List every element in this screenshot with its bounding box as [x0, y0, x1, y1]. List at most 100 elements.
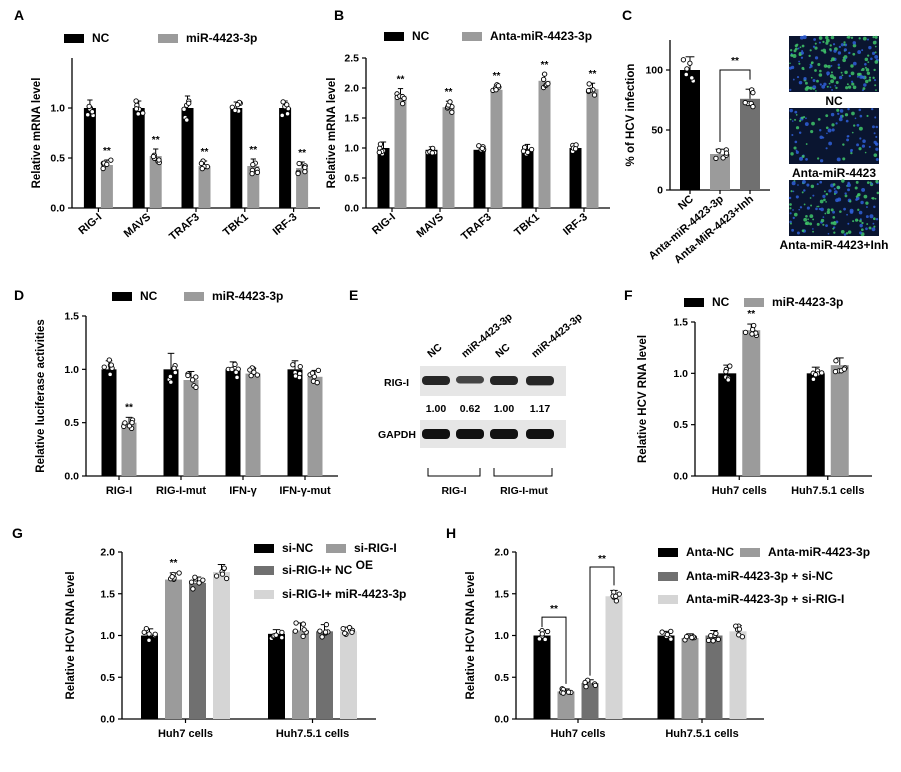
- cell-dot: [851, 131, 854, 134]
- data-point: [301, 627, 307, 633]
- data-point: [572, 146, 579, 152]
- cell-dot: [814, 56, 819, 60]
- cell-dot: [810, 184, 815, 189]
- cell-dot: [841, 179, 845, 183]
- bar: [183, 380, 199, 476]
- cell-dot: [799, 206, 803, 209]
- cell-dot: [838, 75, 843, 80]
- x-tick-label: RIG-I-mut: [156, 485, 206, 497]
- cell-dot: [825, 35, 829, 40]
- cell-dot: [803, 217, 808, 222]
- data-point: [279, 112, 285, 118]
- cell-dot: [818, 73, 823, 77]
- cell-dot: [825, 224, 828, 228]
- y-tick-label: 1.0: [344, 143, 359, 155]
- legend-swatch: [326, 544, 346, 553]
- significance-bracket: [589, 566, 615, 676]
- cell-dot: [856, 123, 860, 127]
- data-point: [349, 629, 355, 635]
- cell-dot: [794, 110, 798, 114]
- legend-label: NC: [712, 295, 730, 309]
- data-point: [664, 631, 670, 638]
- y-tick-label: 1.5: [673, 317, 688, 329]
- y-tick-label: 0.5: [344, 173, 359, 185]
- cell-dot: [829, 44, 832, 47]
- cell-dot: [817, 205, 820, 208]
- legend-label: Anta-miR-4423-3p + si-NC: [686, 569, 833, 583]
- cell-dot: [873, 217, 876, 221]
- data-point: [250, 162, 256, 168]
- cell-dot: [825, 126, 829, 130]
- cell-dot: [865, 68, 870, 72]
- cell-dot: [799, 46, 802, 49]
- data-point: [750, 103, 756, 110]
- bar: [340, 631, 357, 719]
- data-point: [447, 99, 453, 105]
- y-tick-label: 1.0: [50, 103, 65, 115]
- bar: [657, 635, 675, 719]
- panel-label-f: F: [624, 287, 633, 303]
- data-point: [292, 373, 299, 379]
- cell-dot: [875, 179, 879, 184]
- cell-dot: [843, 41, 846, 44]
- x-tick-label: IFN-γ: [229, 485, 257, 497]
- data-point: [705, 637, 712, 644]
- bar: [742, 330, 761, 476]
- data-point: [680, 57, 687, 63]
- data-point: [140, 110, 146, 116]
- data-point: [725, 377, 731, 383]
- cell-dot: [844, 192, 847, 195]
- data-point: [542, 636, 548, 643]
- data-point: [104, 161, 110, 167]
- cell-dot: [794, 47, 798, 51]
- bar: [245, 373, 261, 476]
- data-point: [689, 75, 695, 81]
- bar: [705, 635, 723, 719]
- cell-dot: [801, 229, 805, 233]
- cell-dot: [823, 82, 827, 86]
- x-tick-label: TRAF3: [167, 211, 202, 243]
- bar: [605, 596, 623, 719]
- cell-dot: [861, 144, 866, 148]
- cell-dot: [837, 112, 840, 116]
- data-point: [520, 148, 527, 154]
- cell-dot: [809, 214, 814, 219]
- cell-dot: [841, 74, 844, 77]
- data-point: [684, 66, 690, 72]
- cell-dot: [829, 74, 834, 79]
- cell-dot: [803, 76, 807, 81]
- cell-dot: [843, 43, 846, 46]
- data-point: [221, 565, 227, 571]
- cell-dot: [791, 133, 794, 137]
- data-point: [715, 636, 721, 643]
- blot-band: [526, 429, 554, 439]
- data-point: [314, 380, 320, 386]
- y-tick-label: 0.5: [100, 672, 115, 684]
- cell-dot: [840, 71, 843, 74]
- cell-dot: [806, 206, 810, 210]
- cell-dot: [809, 197, 812, 199]
- cell-dot: [847, 188, 850, 192]
- cell-dot: [851, 111, 855, 116]
- bar: [292, 630, 309, 719]
- data-point: [129, 419, 135, 426]
- y-tick-label: 2.0: [100, 547, 115, 559]
- bar: [163, 369, 179, 476]
- bar: [533, 635, 551, 719]
- data-point: [146, 631, 152, 637]
- cell-dot: [857, 208, 860, 211]
- cell-dot: [828, 189, 832, 193]
- data-point: [297, 363, 303, 370]
- cell-dot: [791, 120, 794, 122]
- cell-dot: [825, 192, 829, 196]
- cell-dot: [844, 57, 847, 60]
- y-tick-label: 0.5: [673, 419, 688, 431]
- y-tick-label: 2.5: [344, 53, 359, 65]
- bar: [287, 369, 303, 476]
- cell-dot: [866, 71, 871, 75]
- cell-dot: [866, 181, 870, 184]
- data-point: [323, 621, 330, 628]
- cell-dot: [795, 150, 799, 154]
- bar: [680, 70, 700, 190]
